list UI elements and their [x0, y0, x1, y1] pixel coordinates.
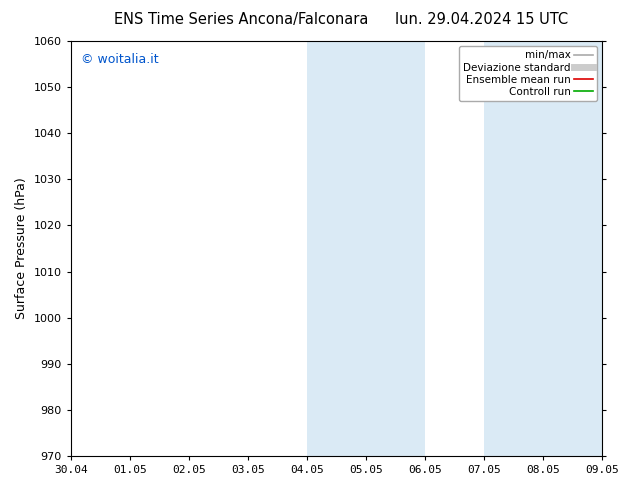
Text: ENS Time Series Ancona/Falconara: ENS Time Series Ancona/Falconara: [113, 12, 368, 27]
Legend: min/max, Deviazione standard, Ensemble mean run, Controll run: min/max, Deviazione standard, Ensemble m…: [459, 46, 597, 101]
Bar: [484, 41, 602, 456]
Bar: [307, 41, 425, 456]
Y-axis label: Surface Pressure (hPa): Surface Pressure (hPa): [15, 178, 28, 319]
Text: © woitalia.it: © woitalia.it: [81, 53, 159, 67]
Text: lun. 29.04.2024 15 UTC: lun. 29.04.2024 15 UTC: [395, 12, 569, 27]
